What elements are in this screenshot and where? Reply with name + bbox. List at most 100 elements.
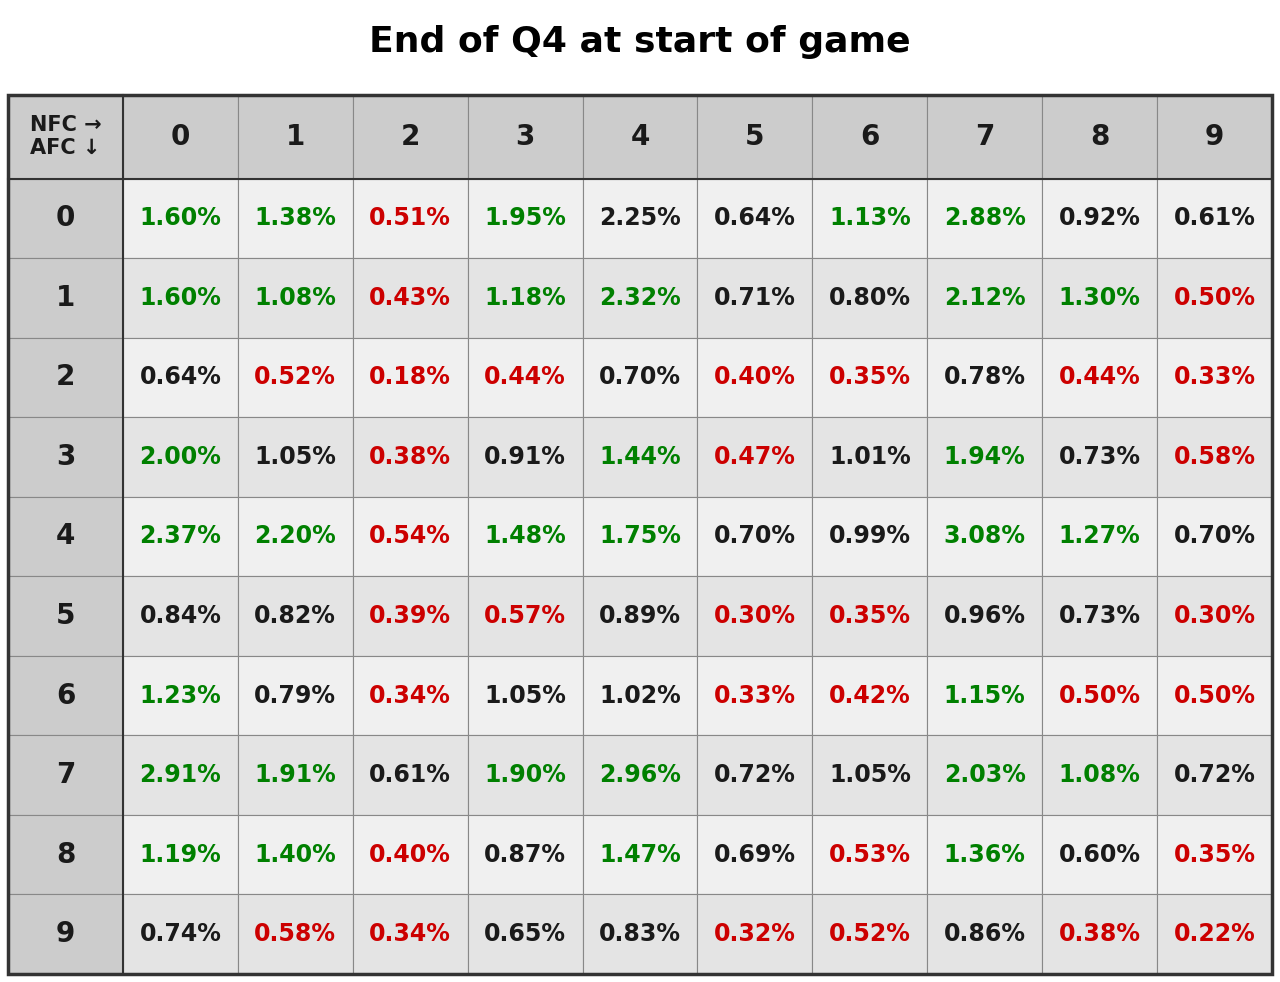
Bar — [698, 895, 813, 974]
Bar — [8, 576, 123, 656]
Bar — [813, 179, 927, 258]
Text: 0.50%: 0.50% — [1059, 683, 1140, 708]
Text: 1.44%: 1.44% — [599, 445, 681, 469]
Text: 0.70%: 0.70% — [1174, 524, 1256, 549]
Text: 0.44%: 0.44% — [1059, 365, 1140, 390]
Bar — [927, 258, 1042, 338]
Bar — [582, 576, 698, 656]
Text: 2.00%: 2.00% — [140, 445, 221, 469]
Bar — [467, 815, 582, 895]
Bar — [927, 895, 1042, 974]
Bar — [813, 95, 927, 179]
Bar — [1157, 95, 1272, 179]
Text: 6: 6 — [860, 123, 879, 151]
Text: 0.91%: 0.91% — [484, 445, 566, 469]
Bar — [698, 179, 813, 258]
Text: 1.60%: 1.60% — [140, 286, 221, 310]
Text: 0.82%: 0.82% — [255, 604, 337, 628]
Bar — [1157, 576, 1272, 656]
Text: 5: 5 — [745, 123, 764, 151]
Text: 0: 0 — [170, 123, 189, 151]
Bar — [8, 815, 123, 895]
Bar — [8, 95, 1272, 974]
Bar — [813, 258, 927, 338]
Text: 0.43%: 0.43% — [369, 286, 451, 310]
Bar — [238, 338, 353, 417]
Text: 0.72%: 0.72% — [714, 763, 796, 788]
Text: 1.48%: 1.48% — [484, 524, 566, 549]
Bar — [582, 95, 698, 179]
Text: 3: 3 — [56, 443, 76, 471]
Text: 1.60%: 1.60% — [140, 206, 221, 231]
Text: 1.15%: 1.15% — [943, 683, 1025, 708]
Text: 0.84%: 0.84% — [140, 604, 221, 628]
Text: 0.80%: 0.80% — [829, 286, 911, 310]
Text: 0.52%: 0.52% — [255, 365, 337, 390]
Bar — [927, 179, 1042, 258]
Text: 2.37%: 2.37% — [140, 524, 221, 549]
Text: 0.61%: 0.61% — [1174, 206, 1256, 231]
Bar — [353, 895, 467, 974]
Text: 7: 7 — [975, 123, 995, 151]
Text: 0.35%: 0.35% — [829, 365, 911, 390]
Bar — [1042, 497, 1157, 576]
Bar — [238, 736, 353, 815]
Bar — [353, 497, 467, 576]
Bar — [698, 736, 813, 815]
Text: 0.72%: 0.72% — [1174, 763, 1256, 788]
Bar — [467, 179, 582, 258]
Bar — [927, 338, 1042, 417]
Text: 1.01%: 1.01% — [829, 445, 910, 469]
Bar — [582, 656, 698, 736]
Bar — [123, 179, 238, 258]
Text: 0.34%: 0.34% — [369, 683, 451, 708]
Bar — [582, 497, 698, 576]
Text: 0.69%: 0.69% — [714, 843, 796, 867]
Text: 0.61%: 0.61% — [369, 763, 451, 788]
Text: 1.90%: 1.90% — [484, 763, 566, 788]
Bar — [698, 576, 813, 656]
Bar — [123, 815, 238, 895]
Bar — [123, 736, 238, 815]
Bar — [353, 736, 467, 815]
Text: 0.65%: 0.65% — [484, 922, 566, 947]
Text: 0.60%: 0.60% — [1059, 843, 1140, 867]
Text: 0: 0 — [56, 204, 76, 233]
Text: 1.27%: 1.27% — [1059, 524, 1140, 549]
Text: 2.12%: 2.12% — [943, 286, 1025, 310]
Bar — [353, 179, 467, 258]
Bar — [238, 179, 353, 258]
Bar — [927, 576, 1042, 656]
Text: 0.33%: 0.33% — [1174, 365, 1256, 390]
Text: 0.40%: 0.40% — [714, 365, 796, 390]
Bar — [1042, 895, 1157, 974]
Text: 0.53%: 0.53% — [829, 843, 911, 867]
Bar — [353, 258, 467, 338]
Bar — [1042, 656, 1157, 736]
Bar — [238, 895, 353, 974]
Text: 0.79%: 0.79% — [255, 683, 337, 708]
Text: 0.70%: 0.70% — [599, 365, 681, 390]
Bar — [467, 95, 582, 179]
Bar — [8, 895, 123, 974]
Bar — [582, 179, 698, 258]
Text: 4: 4 — [630, 123, 650, 151]
Bar — [1157, 815, 1272, 895]
Text: 1.95%: 1.95% — [484, 206, 566, 231]
Bar — [467, 576, 582, 656]
Text: 0.54%: 0.54% — [369, 524, 451, 549]
Bar — [8, 417, 123, 497]
Text: 0.71%: 0.71% — [714, 286, 796, 310]
Bar — [698, 656, 813, 736]
Bar — [467, 656, 582, 736]
Text: 1.75%: 1.75% — [599, 524, 681, 549]
Text: 0.70%: 0.70% — [714, 524, 796, 549]
Text: 0.73%: 0.73% — [1059, 445, 1140, 469]
Text: 4: 4 — [56, 522, 76, 551]
Bar — [813, 338, 927, 417]
Bar — [123, 95, 238, 179]
Text: 1.13%: 1.13% — [829, 206, 910, 231]
Bar — [582, 417, 698, 497]
Bar — [1157, 736, 1272, 815]
Bar — [467, 338, 582, 417]
